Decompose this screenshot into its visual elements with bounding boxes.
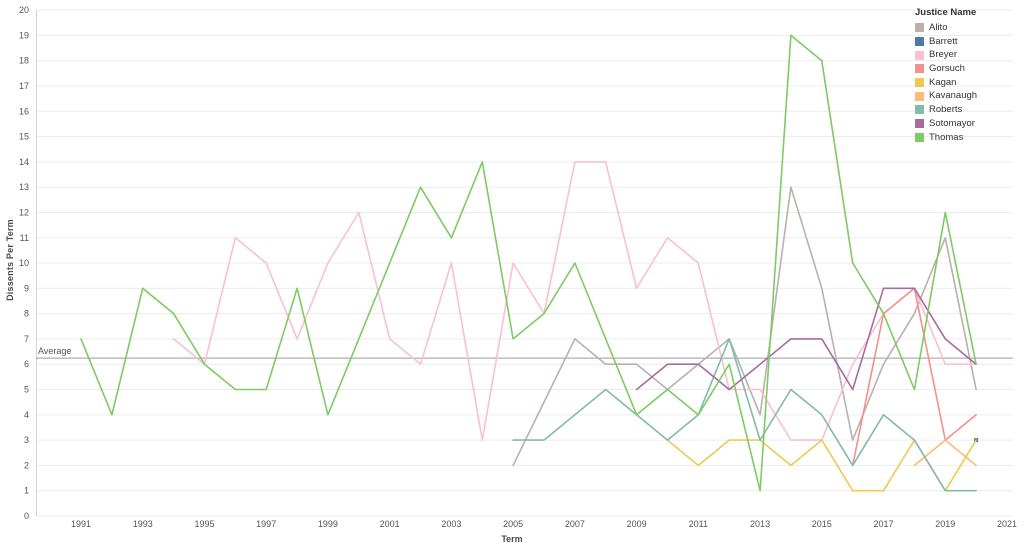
y-tick-label: 20 <box>19 5 29 15</box>
x-tick-label: 1997 <box>256 519 276 529</box>
y-tick-label: 15 <box>19 132 29 142</box>
y-tick-label: 3 <box>24 435 29 445</box>
x-tick-label: 2019 <box>935 519 955 529</box>
legend-label: Thomas <box>929 131 964 143</box>
y-tick-label: 9 <box>24 283 29 293</box>
y-tick-label: 17 <box>19 81 29 91</box>
series-line-sotomayor[interactable] <box>635 287 977 391</box>
x-tick-label: 2007 <box>565 519 585 529</box>
legend-swatch <box>915 91 924 101</box>
legend-item-breyer[interactable]: Breyer <box>915 50 1020 60</box>
y-axis-title: Dissents Per Term <box>5 219 15 301</box>
series-line-roberts[interactable] <box>512 338 977 492</box>
x-tick-label: 2015 <box>812 519 832 529</box>
series-lines <box>80 34 979 492</box>
legend-swatch <box>915 23 924 33</box>
legend-swatch <box>915 78 924 87</box>
x-tick-label: 2011 <box>689 519 708 529</box>
y-tick-label: 6 <box>24 359 29 369</box>
x-axis-ticks: 1991 1993 1995 1997 1999 2001 2003 2005 2007 2009… <box>71 519 1017 529</box>
x-tick-label: 1993 <box>133 519 153 529</box>
x-axis-title: Term <box>501 534 523 544</box>
y-tick-label: 5 <box>24 385 29 395</box>
series-line-alito[interactable] <box>512 186 977 467</box>
y-tick-label: 7 <box>24 334 29 344</box>
x-tick-label: 2009 <box>627 519 647 529</box>
legend-label: Sotomayor <box>929 117 975 129</box>
gridlines <box>36 9 1013 517</box>
x-tick-label: 1999 <box>318 519 338 529</box>
series-line-kavanaugh[interactable] <box>913 439 977 467</box>
legend-item-kagan[interactable]: Kagan <box>915 78 1020 88</box>
y-tick-label: 8 <box>24 309 29 319</box>
y-tick-label: 12 <box>19 207 29 217</box>
legend-item-gorsuch[interactable]: Gorsuch <box>915 64 1020 74</box>
x-tick-label: 2001 <box>380 519 400 529</box>
y-tick-label: 13 <box>19 182 29 192</box>
legend-item-sotomayor[interactable]: Sotomayor <box>915 119 1020 129</box>
y-tick-label: 1 <box>24 486 29 496</box>
y-tick-label: 4 <box>24 410 29 420</box>
y-tick-label: 2 <box>24 460 29 470</box>
legend-swatch <box>915 64 924 74</box>
y-tick-label: 11 <box>20 233 29 243</box>
legend-label: Alito <box>929 22 948 33</box>
y-tick-label: 14 <box>19 157 29 167</box>
x-tick-label: 1991 <box>71 519 91 529</box>
legend-swatch <box>915 36 924 46</box>
x-tick-label: 2003 <box>441 519 461 529</box>
y-tick-label: 19 <box>19 30 29 40</box>
series-line-breyer[interactable] <box>172 161 977 441</box>
y-tick-label: 10 <box>19 258 29 268</box>
legend-item-roberts[interactable]: Roberts <box>915 105 1020 115</box>
legend-label: Kavanaugh <box>929 90 978 102</box>
x-tick-label: 2005 <box>503 519 523 529</box>
legend-label: Kagan <box>929 76 957 88</box>
legend-label: Gorsuch <box>929 63 965 75</box>
legend-item-kavanaugh[interactable]: Kavanaugh <box>915 91 1020 101</box>
legend-swatch <box>915 50 924 60</box>
legend: Justice Name Alito Barrett Breyer Gorsuch Ka… <box>915 7 1020 146</box>
legend-item-thomas[interactable]: Thomas <box>915 131 1020 143</box>
legend-item-barrett[interactable]: Barrett <box>915 37 1020 47</box>
y-tick-label: 0 <box>24 511 29 521</box>
legend-swatch <box>915 119 924 129</box>
x-tick-label: 2013 <box>750 519 770 529</box>
legend-label: Barrett <box>929 35 958 47</box>
legend-title: Justice Name <box>915 7 977 18</box>
x-tick-label: 2021 <box>997 519 1017 529</box>
y-tick-label: 18 <box>19 56 29 66</box>
average-line-label: Average <box>38 346 72 356</box>
legend-label: Roberts <box>929 104 963 116</box>
series-line-thomas[interactable] <box>80 34 977 492</box>
legend-items: Alito Barrett Breyer Gorsuch Kagan Kavanaugh R… <box>915 23 1020 142</box>
y-tick-label: 16 <box>19 106 29 116</box>
legend-label: Breyer <box>929 49 957 61</box>
x-tick-label: 1995 <box>194 519 214 529</box>
legend-swatch <box>915 105 924 115</box>
x-tick-label: 2017 <box>874 519 894 529</box>
legend-item-alito[interactable]: Alito <box>915 23 1020 33</box>
legend-swatch <box>915 132 924 142</box>
